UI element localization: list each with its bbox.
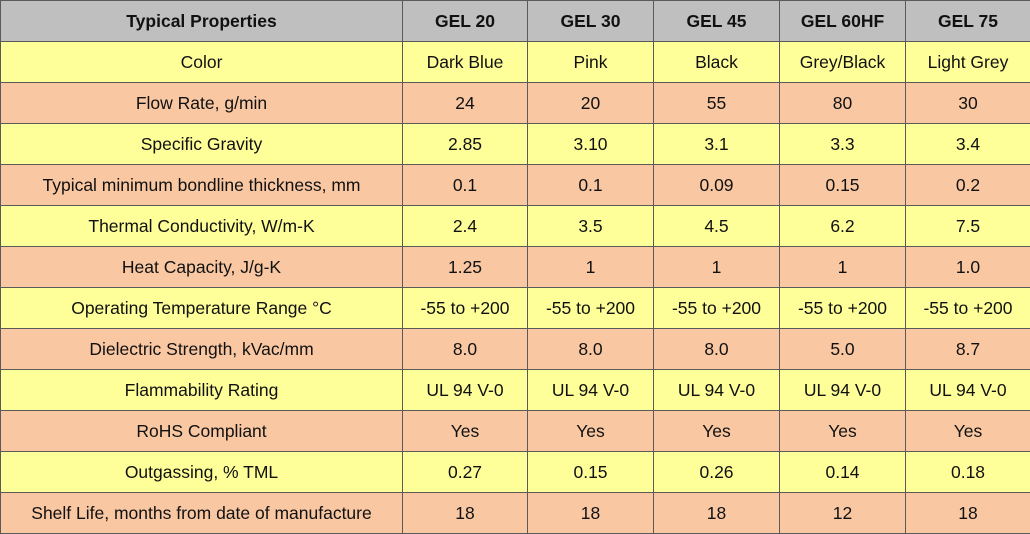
property-value: 18 — [906, 493, 1030, 534]
property-name: Outgassing, % TML — [1, 452, 403, 493]
property-value: 3.1 — [654, 124, 780, 165]
property-value: -55 to +200 — [780, 288, 906, 329]
property-value: 6.2 — [780, 206, 906, 247]
property-value: 1 — [654, 247, 780, 288]
property-value: 4.5 — [654, 206, 780, 247]
property-value: Yes — [906, 411, 1030, 452]
property-value: 3.5 — [528, 206, 654, 247]
property-value: 0.26 — [654, 452, 780, 493]
property-value: Yes — [403, 411, 528, 452]
property-value: 8.0 — [403, 329, 528, 370]
property-value: 3.3 — [780, 124, 906, 165]
property-value: 20 — [528, 83, 654, 124]
property-value: 0.2 — [906, 165, 1030, 206]
property-name: Flow Rate, g/min — [1, 83, 403, 124]
property-name: Specific Gravity — [1, 124, 403, 165]
property-value: 1.25 — [403, 247, 528, 288]
property-value: 0.15 — [780, 165, 906, 206]
property-value: Grey/Black — [780, 42, 906, 83]
property-value: 0.1 — [403, 165, 528, 206]
property-name: Heat Capacity, J/g-K — [1, 247, 403, 288]
header-label: Typical Properties — [1, 1, 403, 42]
header-product: GEL 60HF — [780, 1, 906, 42]
property-value: Yes — [780, 411, 906, 452]
property-name: Flammability Rating — [1, 370, 403, 411]
property-value: 8.0 — [528, 329, 654, 370]
table-row: Shelf Life, months from date of manufact… — [1, 493, 1030, 534]
property-name: RoHS Compliant — [1, 411, 403, 452]
property-value: 2.4 — [403, 206, 528, 247]
property-value: UL 94 V-0 — [780, 370, 906, 411]
property-value: 0.09 — [654, 165, 780, 206]
property-name: Color — [1, 42, 403, 83]
property-value: UL 94 V-0 — [403, 370, 528, 411]
property-value: -55 to +200 — [906, 288, 1030, 329]
property-name: Typical minimum bondline thickness, mm — [1, 165, 403, 206]
property-value: 2.85 — [403, 124, 528, 165]
header-product: GEL 20 — [403, 1, 528, 42]
property-value: 1.0 — [906, 247, 1030, 288]
property-value: 8.0 — [654, 329, 780, 370]
property-name: Thermal Conductivity, W/m-K — [1, 206, 403, 247]
property-value: Pink — [528, 42, 654, 83]
property-value: 12 — [780, 493, 906, 534]
header-product: GEL 45 — [654, 1, 780, 42]
property-value: Yes — [528, 411, 654, 452]
header-product: GEL 30 — [528, 1, 654, 42]
property-value: 0.1 — [528, 165, 654, 206]
header-product: GEL 75 — [906, 1, 1030, 42]
property-value: 18 — [654, 493, 780, 534]
property-value: 18 — [528, 493, 654, 534]
property-value: 18 — [403, 493, 528, 534]
property-value: Dark Blue — [403, 42, 528, 83]
property-value: 30 — [906, 83, 1030, 124]
property-value: 80 — [780, 83, 906, 124]
property-value: 24 — [403, 83, 528, 124]
property-value: 0.15 — [528, 452, 654, 493]
property-value: UL 94 V-0 — [906, 370, 1030, 411]
property-value: 0.27 — [403, 452, 528, 493]
property-value: 7.5 — [906, 206, 1030, 247]
property-value: 0.18 — [906, 452, 1030, 493]
property-value: UL 94 V-0 — [654, 370, 780, 411]
property-value: -55 to +200 — [403, 288, 528, 329]
property-value: UL 94 V-0 — [528, 370, 654, 411]
property-name: Shelf Life, months from date of manufact… — [1, 493, 403, 534]
property-value: 5.0 — [780, 329, 906, 370]
property-value: Black — [654, 42, 780, 83]
property-value: 55 — [654, 83, 780, 124]
property-value: Light Grey — [906, 42, 1030, 83]
property-value: -55 to +200 — [654, 288, 780, 329]
property-value: 0.14 — [780, 452, 906, 493]
property-value: 3.10 — [528, 124, 654, 165]
property-name: Operating Temperature Range °C — [1, 288, 403, 329]
table-row: Operating Temperature Range °C-55 to +20… — [1, 288, 1030, 329]
property-value: -55 to +200 — [528, 288, 654, 329]
property-value: 3.4 — [906, 124, 1030, 165]
property-name: Dielectric Strength, kVac/mm — [1, 329, 403, 370]
property-value: 8.7 — [906, 329, 1030, 370]
property-value: Yes — [654, 411, 780, 452]
property-value: 1 — [780, 247, 906, 288]
property-value: 1 — [528, 247, 654, 288]
